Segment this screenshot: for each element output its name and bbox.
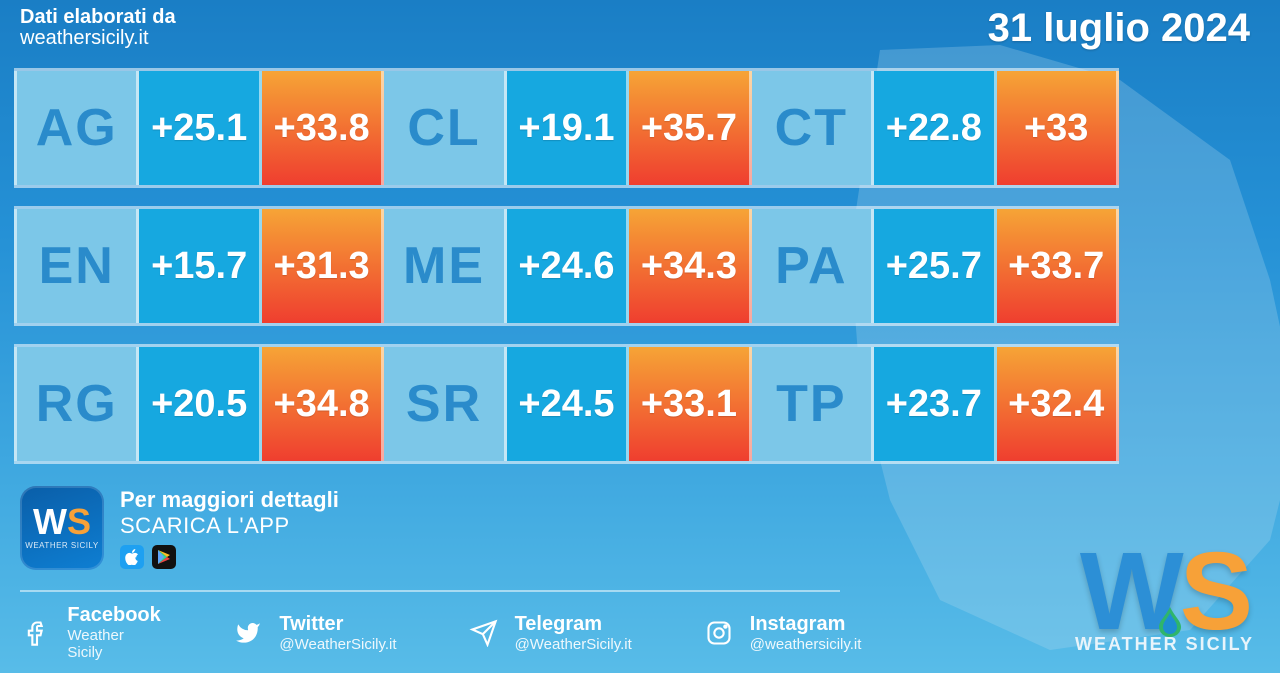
social-handle: @weathersicily.it xyxy=(750,636,862,653)
header: Dati elaborati da weathersicily.it 31 lu… xyxy=(0,0,1280,51)
temp-min: +24.6 xyxy=(507,209,629,323)
social-name: Instagram xyxy=(750,613,862,636)
province-code: CT xyxy=(752,71,874,185)
temp-max: +33 xyxy=(997,71,1119,185)
temp-max: +32.4 xyxy=(997,347,1119,461)
cta-line2: SCARICA L'APP xyxy=(120,513,339,539)
temp-min: +20.5 xyxy=(139,347,261,461)
instagram-icon xyxy=(702,616,736,650)
province-code: SR xyxy=(384,347,506,461)
table-row: AG+25.1+33.8CL+19.1+35.7CT+22.8+33 xyxy=(14,68,1119,188)
province-code: ME xyxy=(384,209,506,323)
social-handle: Weather Sicily xyxy=(67,627,161,661)
app-icon-sub: WEATHER SICILY xyxy=(25,541,98,550)
temp-max: +33.1 xyxy=(629,347,751,461)
province-code: CL xyxy=(384,71,506,185)
twitter-icon xyxy=(231,616,265,650)
temp-min: +19.1 xyxy=(507,71,629,185)
store-icons xyxy=(120,545,339,569)
social-links: Facebook Weather Sicily Twitter @Weather… xyxy=(20,590,840,661)
temp-max: +35.7 xyxy=(629,71,751,185)
facebook-icon xyxy=(20,616,53,650)
header-credit: Dati elaborati da weathersicily.it xyxy=(20,6,176,50)
header-date: 31 luglio 2024 xyxy=(988,6,1260,51)
temp-max: +33.8 xyxy=(262,71,384,185)
temp-max: +33.7 xyxy=(997,209,1119,323)
social-name: Telegram xyxy=(515,613,632,636)
table-row: EN+15.7+31.3ME+24.6+34.3PA+25.7+33.7 xyxy=(14,206,1119,326)
province-code: RG xyxy=(14,347,139,461)
app-cta: WS WEATHER SICILY Per maggiori dettagli … xyxy=(20,486,339,570)
table-row: RG+20.5+34.8SR+24.5+33.1TP+23.7+32.4 xyxy=(14,344,1119,464)
temp-max: +31.3 xyxy=(262,209,384,323)
province-code: TP xyxy=(752,347,874,461)
temperature-grid: AG+25.1+33.8CL+19.1+35.7CT+22.8+33 EN+15.… xyxy=(14,68,1119,464)
temp-min: +24.5 xyxy=(507,347,629,461)
credit-line2: weathersicily.it xyxy=(20,27,176,50)
social-handle: @WeatherSicily.it xyxy=(515,636,632,653)
temp-max: +34.8 xyxy=(262,347,384,461)
social-twitter[interactable]: Twitter @WeatherSicily.it xyxy=(231,604,396,661)
province-code: PA xyxy=(752,209,874,323)
telegram-icon xyxy=(467,616,501,650)
social-facebook[interactable]: Facebook Weather Sicily xyxy=(20,604,161,661)
province-code: AG xyxy=(14,71,139,185)
temp-min: +25.1 xyxy=(139,71,261,185)
social-name: Twitter xyxy=(279,613,396,636)
cta-line1: Per maggiori dettagli xyxy=(120,487,339,513)
credit-line1: Dati elaborati da xyxy=(20,6,176,29)
temp-min: +15.7 xyxy=(139,209,261,323)
brand-logo: WS WEATHER SICILY xyxy=(1075,545,1254,656)
social-telegram[interactable]: Telegram @WeatherSicily.it xyxy=(467,604,632,661)
playstore-icon[interactable] xyxy=(152,545,176,569)
social-name: Facebook xyxy=(67,604,161,627)
social-instagram[interactable]: Instagram @weathersicily.it xyxy=(702,604,862,661)
province-code: EN xyxy=(14,209,139,323)
social-handle: @WeatherSicily.it xyxy=(279,636,396,653)
temp-max: +34.3 xyxy=(629,209,751,323)
app-icon: WS WEATHER SICILY xyxy=(20,486,104,570)
temp-min: +25.7 xyxy=(874,209,996,323)
appstore-icon[interactable] xyxy=(120,545,144,569)
temp-min: +22.8 xyxy=(874,71,996,185)
temp-min: +23.7 xyxy=(874,347,996,461)
